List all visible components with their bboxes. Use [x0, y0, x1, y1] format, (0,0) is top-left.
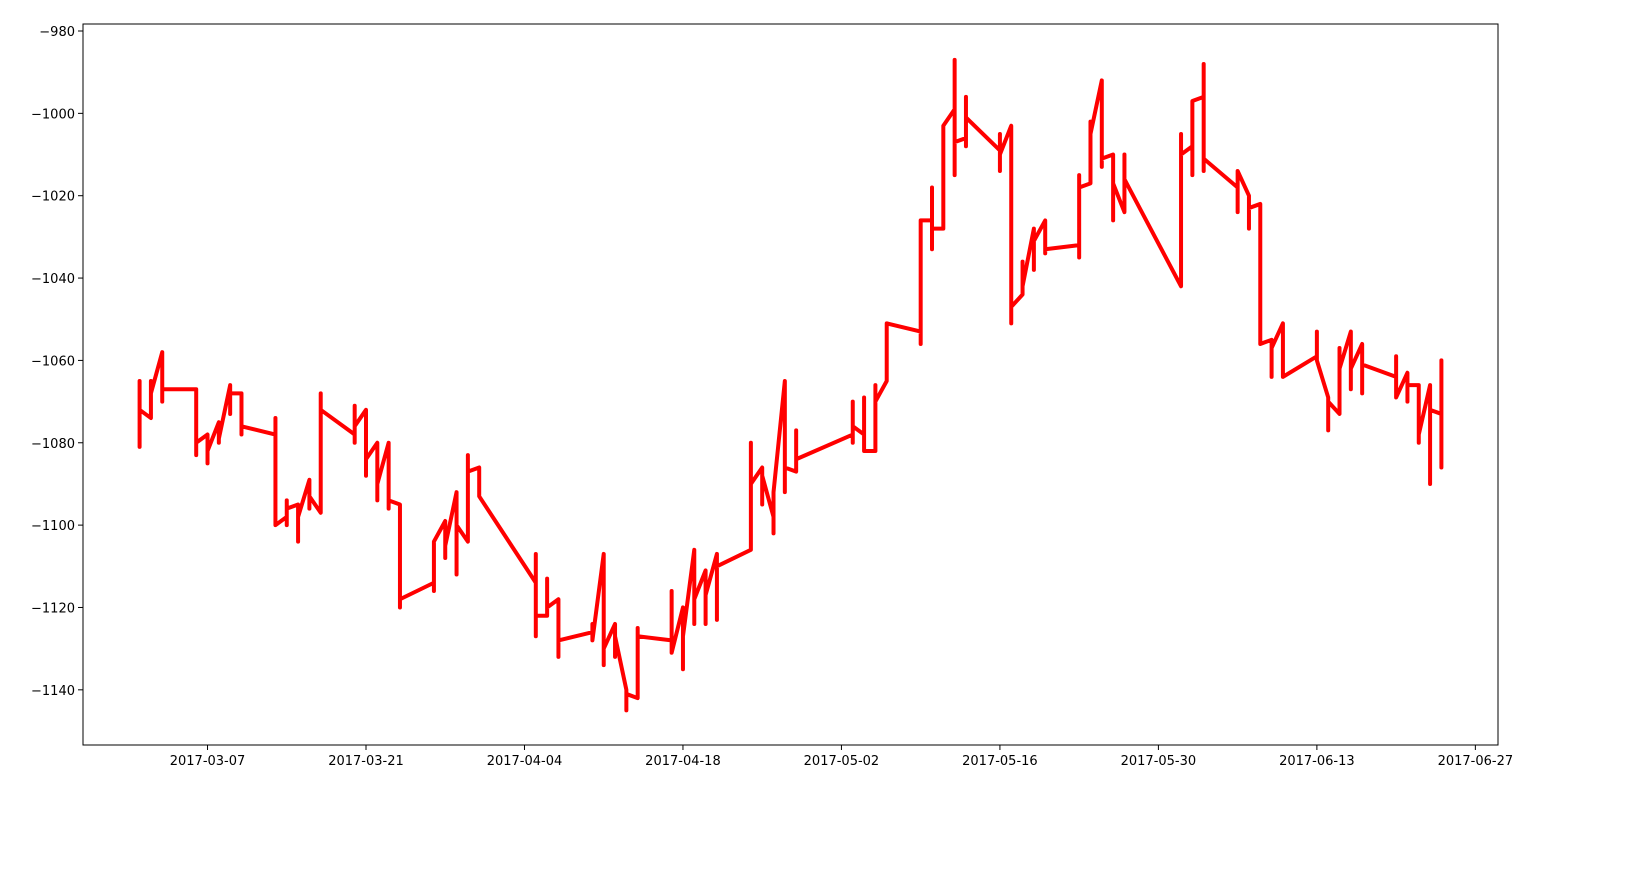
- x-tick-label: 2017-06-27: [1438, 754, 1514, 769]
- line-series: [137, 57, 1444, 713]
- y-tick-label: −1120: [31, 601, 75, 616]
- y-tick-label: −1000: [31, 107, 75, 122]
- x-tick-label: 2017-04-18: [645, 754, 721, 769]
- x-tick-label: 2017-04-04: [487, 754, 563, 769]
- y-tick-label: −1060: [31, 354, 75, 369]
- x-tick-label: 2017-03-21: [328, 754, 404, 769]
- x-tick-label: 2017-03-07: [170, 754, 246, 769]
- y-tick-label: −1080: [31, 437, 75, 452]
- x-tick-label: 2017-05-30: [1121, 754, 1197, 769]
- plot-frame: [82, 23, 1499, 746]
- x-tick-label: 2017-06-13: [1279, 754, 1355, 769]
- y-tick-label: −980: [39, 25, 75, 40]
- y-tick-label: −1100: [31, 519, 75, 534]
- y-tick-label: −1020: [31, 190, 75, 205]
- y-tick-label: −1040: [31, 272, 75, 287]
- y-tick-label: −1140: [31, 684, 75, 699]
- x-tick-label: 2017-05-02: [804, 754, 880, 769]
- x-tick-label: 2017-05-16: [962, 754, 1038, 769]
